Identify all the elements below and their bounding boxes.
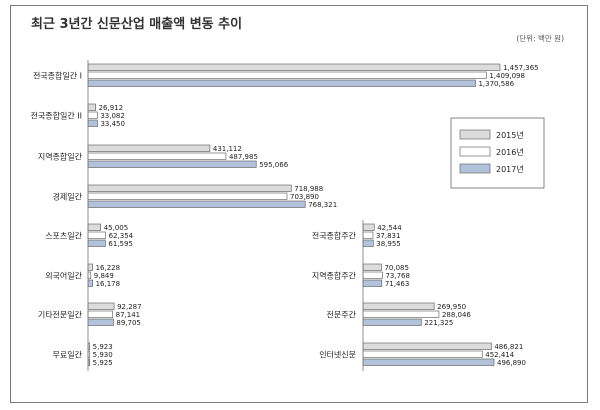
data-label: 5,925 bbox=[93, 359, 113, 367]
data-label: 73,768 bbox=[385, 272, 410, 280]
legend-label: 2016년 bbox=[496, 147, 524, 157]
category-label: 경제일간 bbox=[53, 192, 83, 202]
legend-swatch bbox=[459, 146, 491, 157]
data-label: 452,414 bbox=[485, 351, 514, 359]
bar bbox=[87, 310, 113, 318]
bar bbox=[362, 342, 492, 350]
bar bbox=[87, 263, 93, 271]
data-label: 62,354 bbox=[109, 232, 134, 240]
data-label: 61,595 bbox=[108, 240, 132, 248]
data-label: 718,988 bbox=[294, 185, 323, 193]
category-label: 전국종합일간 I bbox=[33, 71, 82, 81]
category-label: 지역종합일간 bbox=[38, 152, 83, 162]
data-label: 26,912 bbox=[99, 104, 124, 112]
bar bbox=[87, 279, 93, 287]
category-label: 무료일간 bbox=[53, 350, 83, 360]
category-label: 전국종합일간 II bbox=[31, 111, 82, 121]
bar bbox=[362, 223, 375, 231]
bar bbox=[362, 358, 495, 366]
bar bbox=[362, 350, 483, 358]
bar bbox=[87, 223, 102, 231]
bar bbox=[362, 279, 383, 287]
data-label: 9,849 bbox=[94, 272, 114, 280]
data-label: 487,985 bbox=[229, 153, 258, 161]
category-label: 지역종합주간 bbox=[312, 271, 357, 281]
bar bbox=[362, 271, 383, 279]
bar bbox=[87, 192, 288, 200]
data-label: 45,005 bbox=[104, 224, 129, 232]
data-label: 1,457,365 bbox=[503, 64, 539, 72]
chart-title: 최근 3년간 신문산업 매출액 변동 추이 bbox=[31, 17, 243, 32]
bar bbox=[362, 263, 382, 271]
data-label: 5,923 bbox=[93, 343, 113, 351]
data-label: 87,141 bbox=[116, 311, 141, 319]
data-label: 92,287 bbox=[117, 303, 142, 311]
data-label: 486,821 bbox=[494, 343, 523, 351]
data-label: 703,890 bbox=[290, 193, 319, 201]
bar bbox=[87, 231, 106, 239]
data-label: 33,082 bbox=[100, 112, 125, 120]
bar bbox=[362, 239, 374, 247]
bar bbox=[362, 302, 435, 310]
bar bbox=[362, 231, 374, 239]
data-label: 33,450 bbox=[100, 120, 125, 128]
data-label: 431,112 bbox=[213, 145, 242, 153]
bar bbox=[87, 184, 292, 192]
data-label: 768,321 bbox=[308, 201, 337, 209]
data-label: 221,325 bbox=[424, 319, 453, 327]
data-label: 70,085 bbox=[384, 264, 409, 272]
unit-label: (단위: 백만 원) bbox=[516, 34, 564, 43]
legend-swatch bbox=[459, 129, 491, 140]
data-label: 71,463 bbox=[385, 280, 410, 288]
data-label: 1,409,098 bbox=[489, 72, 525, 80]
bar bbox=[87, 302, 115, 310]
bar bbox=[362, 318, 422, 326]
data-label: 288,046 bbox=[442, 311, 471, 319]
bar bbox=[87, 119, 98, 127]
data-label: 16,228 bbox=[96, 264, 121, 272]
category-label: 외국어일간 bbox=[45, 271, 82, 281]
bar bbox=[87, 79, 476, 87]
category-label: 전문주간 bbox=[327, 310, 357, 320]
category-label: 전국종합주간 bbox=[312, 231, 357, 241]
data-label: 496,890 bbox=[497, 359, 526, 367]
data-label: 269,950 bbox=[437, 303, 466, 311]
data-label: 42,544 bbox=[377, 224, 402, 232]
bar bbox=[87, 144, 211, 152]
legend-label: 2017년 bbox=[496, 164, 524, 174]
bar bbox=[87, 160, 257, 168]
bar bbox=[87, 318, 114, 326]
data-label: 89,705 bbox=[116, 319, 140, 327]
data-label: 16,178 bbox=[96, 280, 121, 288]
bar bbox=[362, 310, 440, 318]
bar bbox=[87, 239, 106, 247]
bar bbox=[87, 71, 487, 79]
bar bbox=[87, 152, 227, 160]
bar bbox=[87, 271, 92, 279]
bar bbox=[87, 103, 96, 111]
bar bbox=[87, 200, 306, 208]
category-label: 인터넷신문 bbox=[319, 350, 356, 360]
bar bbox=[87, 63, 501, 71]
legend-label: 2015년 bbox=[496, 130, 524, 140]
legend-swatch bbox=[459, 163, 491, 174]
bar bbox=[87, 111, 98, 119]
data-label: 38,955 bbox=[376, 240, 401, 248]
category-label: 스포츠일간 bbox=[45, 231, 82, 241]
data-label: 595,066 bbox=[259, 161, 288, 169]
data-label: 5,930 bbox=[93, 351, 113, 359]
data-label: 1,370,586 bbox=[478, 80, 514, 88]
data-label: 37,831 bbox=[376, 232, 401, 240]
category-label: 기타전문일간 bbox=[38, 310, 83, 320]
